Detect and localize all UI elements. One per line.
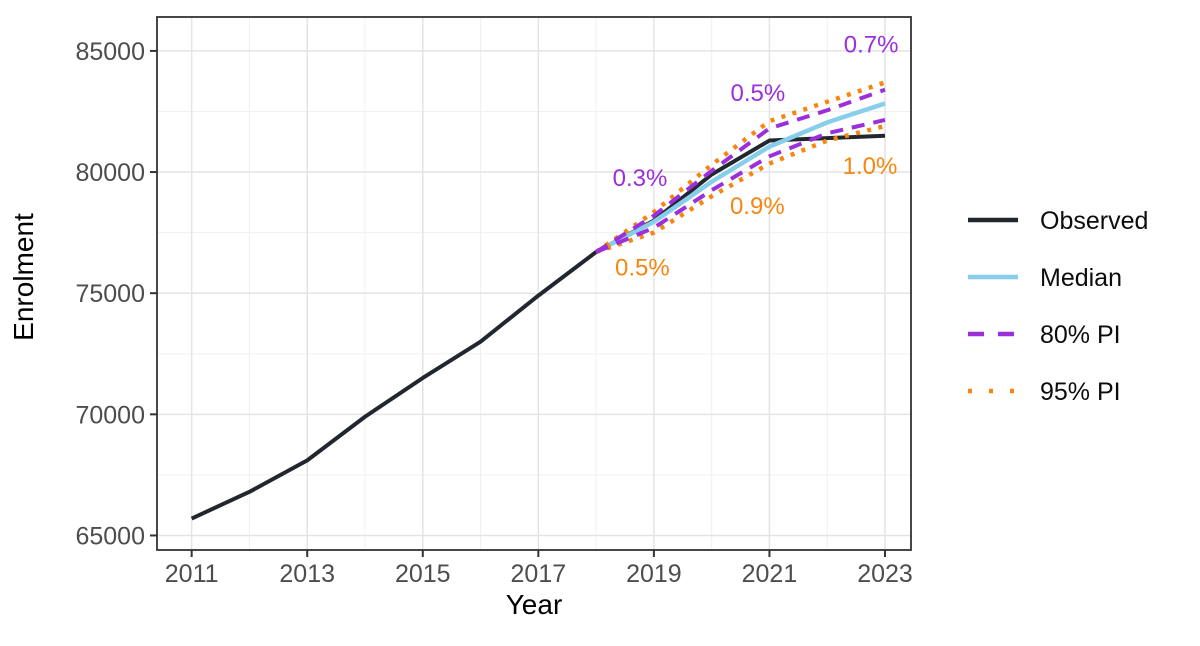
annotation-label: 0.3% bbox=[613, 165, 668, 192]
legend-label-80-pi: 80% PI bbox=[1040, 321, 1121, 349]
median-line bbox=[595, 101, 886, 254]
annotation-label: 0.9% bbox=[730, 193, 785, 220]
annotation-label: 1.0% bbox=[843, 153, 898, 180]
x-tick-label: 2019 bbox=[626, 560, 682, 588]
y-tick-label: 85000 bbox=[75, 38, 145, 66]
x-tick-label: 2021 bbox=[742, 560, 798, 588]
y-tick-label: 70000 bbox=[75, 401, 145, 429]
x-tick-label: 2015 bbox=[395, 560, 451, 588]
panel-border bbox=[156, 16, 912, 551]
x-tick-label: 2017 bbox=[511, 560, 567, 588]
x-tick-label: 2011 bbox=[165, 560, 219, 588]
legend-label-observed: Observed bbox=[1040, 207, 1148, 235]
plot-panel bbox=[157, 17, 911, 550]
y-tick-label: 75000 bbox=[75, 280, 145, 308]
legend-label-95-pi: 95% PI bbox=[1040, 378, 1121, 406]
y-axis-title: Enrolment bbox=[8, 213, 39, 341]
y-tick-label: 80000 bbox=[75, 159, 145, 187]
annotation-label: 0.7% bbox=[844, 32, 899, 59]
pi80-upper-line bbox=[595, 87, 886, 254]
x-tick-label: 2013 bbox=[279, 560, 335, 588]
pi95-upper-line bbox=[594, 80, 886, 254]
x-axis-title: Year bbox=[505, 589, 563, 620]
annotation-label: 0.5% bbox=[731, 80, 786, 107]
pi95-lower-line bbox=[595, 123, 886, 255]
x-tick-label: 2023 bbox=[857, 560, 913, 588]
observed-line bbox=[190, 133, 886, 521]
y-tick-label: 65000 bbox=[75, 522, 145, 550]
pi80-lower-line bbox=[595, 118, 886, 254]
annotation-label: 0.5% bbox=[615, 255, 670, 282]
legend-label-median: Median bbox=[1040, 264, 1122, 292]
